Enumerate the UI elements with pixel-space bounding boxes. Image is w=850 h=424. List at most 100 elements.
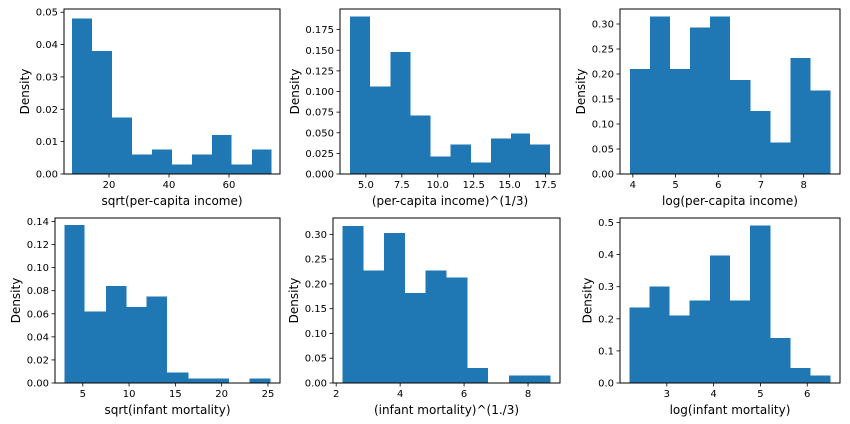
x-tick-label: 10.0 (427, 180, 449, 191)
x-tick-label: 4 (630, 180, 636, 191)
y-tick-label: 0.10 (27, 263, 49, 274)
axes-frame (54, 217, 281, 384)
histogram-bar (92, 51, 112, 175)
histogram-bar (730, 300, 751, 383)
x-tick-label: 17.5 (534, 180, 556, 191)
x-tick-label: 8 (801, 180, 807, 191)
y-tick-label: 0.00 (27, 379, 49, 390)
y-tick-label: 0.12 (27, 240, 49, 251)
histogram-bar (790, 367, 811, 383)
x-axis-label: (infant mortality)^(1./3) (374, 403, 519, 417)
y-tick-label: 0.10 (305, 329, 327, 340)
y-tick-label: 0.150 (305, 46, 334, 57)
y-tick-label: 0.25 (305, 255, 327, 266)
histogram-bar (790, 58, 811, 174)
y-tick-label: 0.14 (27, 217, 49, 228)
x-tick-label: 8 (525, 389, 531, 400)
histogram-bar (425, 270, 447, 383)
histogram-bar (450, 144, 471, 174)
y-tick-label: 0.06 (27, 309, 49, 320)
y-axis-label: Density (288, 69, 302, 115)
y-tick-label: 0.00 (36, 170, 58, 181)
histogram-bar (404, 292, 426, 383)
y-tick-label: 0.10 (592, 120, 614, 131)
histogram-bar (84, 311, 106, 383)
y-tick-label: 0.05 (592, 145, 614, 156)
x-tick-label: 12.5 (463, 180, 485, 191)
histogram-bar (508, 375, 530, 383)
histogram-bar (689, 300, 710, 383)
y-tick-label: 0.15 (592, 95, 614, 106)
x-tick-label: 15.0 (499, 180, 521, 191)
histogram-bar (251, 149, 272, 174)
histogram-bar (112, 117, 133, 174)
y-tick-label: 0.050 (305, 128, 334, 139)
histogram-bar (172, 164, 192, 174)
y-axis-label: Density (580, 278, 594, 324)
histogram-bar (363, 270, 385, 383)
histogram-panel-3: 4 5 6 7 8 0.00 0.05 0.10 0.15 0.20 0.25 0.30 log(per… (574, 8, 841, 208)
y-tick-label: 0.4 (598, 250, 614, 261)
histogram-bar (167, 372, 189, 383)
histogram-bar (669, 69, 691, 174)
y-tick-label: 0.05 (36, 8, 58, 19)
histogram-bar (690, 27, 711, 174)
axes-frame (619, 8, 841, 175)
y-axis-label: Density (287, 278, 301, 324)
y-tick-label: 0.1 (598, 346, 614, 357)
y-tick-label: 0.05 (305, 354, 327, 365)
y-tick-label: 0.0 (598, 379, 614, 390)
y-tick-label: 0.25 (592, 45, 614, 56)
y-tick-label: 0.100 (305, 87, 334, 98)
x-axis-label: log(per-capita income) (662, 194, 798, 208)
histogram-bar (730, 80, 751, 174)
histogram-bar (126, 306, 147, 383)
y-tick-label: 0.04 (36, 40, 58, 51)
histogram-panel-4: 5 10 15 20 25 0.00 0.02 0.04 0.06 0.08 0.10 0.12 0.1… (9, 217, 281, 417)
x-tick-label: 15 (169, 389, 182, 400)
x-tick-label: 60 (223, 180, 236, 191)
y-tick-label: 0.30 (592, 20, 614, 31)
histogram-bar (750, 225, 771, 383)
histogram-bar (211, 135, 232, 174)
histogram-bar (249, 378, 271, 383)
axes-frame (332, 217, 561, 384)
y-tick-label: 0.03 (36, 72, 58, 83)
histogram-bar (208, 378, 230, 383)
x-tick-label: 5.0 (358, 180, 374, 191)
histogram-bar (64, 224, 85, 383)
histogram-bar (132, 154, 152, 174)
y-axis-label: Density (9, 278, 23, 324)
x-tick-label: 5 (757, 389, 763, 400)
histogram-bar (529, 144, 550, 174)
histogram-bar (350, 16, 371, 175)
y-tick-label: 0.20 (305, 279, 327, 290)
x-axis-label: (per-capita income)^(1/3) (372, 194, 528, 208)
y-axis-label: Density (574, 69, 588, 115)
histogram-bar (105, 286, 127, 383)
histogram-bar (810, 375, 831, 383)
histogram-bar (629, 69, 650, 174)
y-tick-label: 0.5 (598, 218, 614, 229)
y-tick-label: 0.125 (305, 66, 334, 77)
x-tick-label: 6 (804, 389, 810, 400)
x-tick-label: 20 (103, 180, 116, 191)
histogram-bar (151, 149, 172, 174)
histogram-bar (470, 162, 491, 174)
histogram-bar (629, 307, 650, 383)
y-tick-label: 0.30 (305, 230, 327, 241)
x-tick-label: 6 (715, 180, 721, 191)
y-tick-label: 0.00 (592, 170, 614, 181)
histogram-bar (146, 296, 168, 383)
y-tick-label: 0.04 (27, 332, 49, 343)
y-tick-label: 0.02 (36, 105, 58, 116)
histogram-bar (231, 164, 252, 174)
histogram-bar (191, 154, 212, 174)
histogram-bar (188, 378, 209, 383)
x-tick-label: 7.5 (394, 180, 410, 191)
histogram-bar (446, 277, 468, 383)
y-tick-label: 0.01 (36, 137, 58, 148)
histogram-bar (467, 368, 489, 383)
histogram-bar (390, 51, 411, 174)
